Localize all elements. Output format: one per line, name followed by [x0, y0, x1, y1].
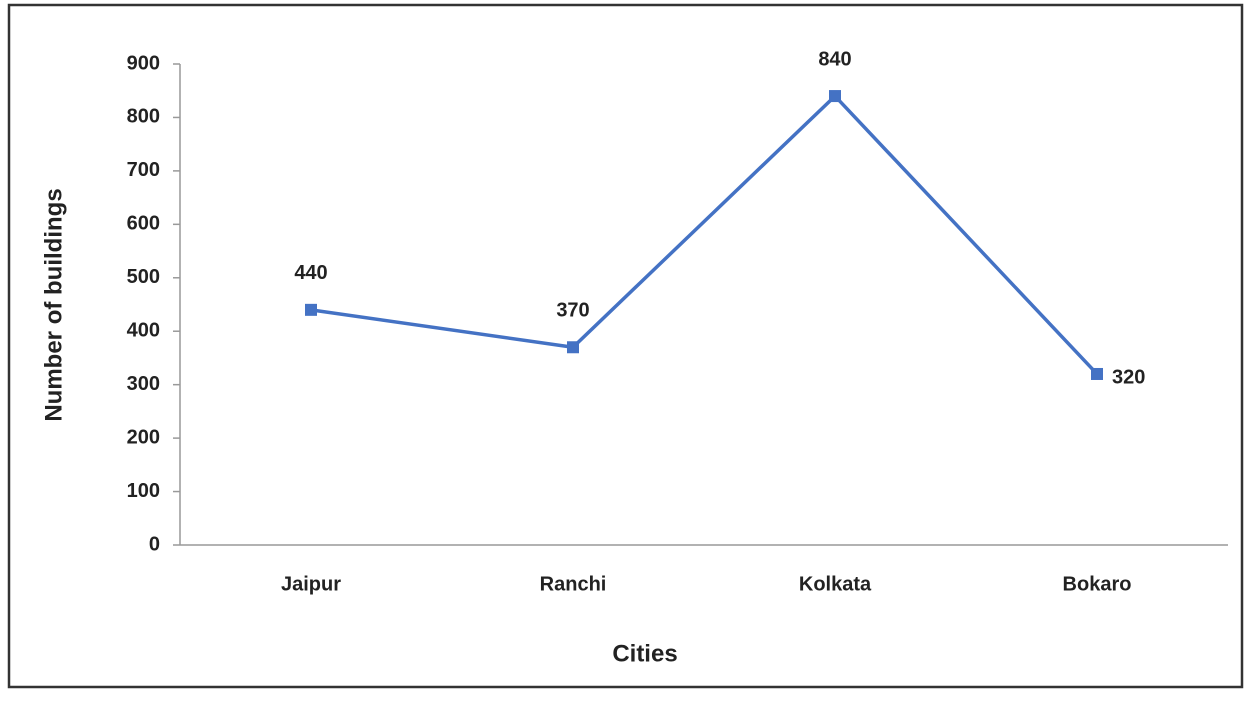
y-tick-label: 200 — [127, 426, 160, 448]
x-tick-label: Bokaro — [1063, 573, 1132, 595]
y-tick-label: 500 — [127, 266, 160, 288]
y-tick-label: 600 — [127, 213, 160, 235]
marker — [829, 90, 841, 103]
marker — [567, 341, 579, 354]
data-label: 370 — [556, 300, 589, 322]
line — [310, 93, 1099, 376]
marker — [305, 303, 317, 316]
x-tick-label: Kolkata — [799, 573, 872, 595]
y-tick-label: 700 — [127, 159, 160, 181]
y-tick-label: 900 — [127, 52, 160, 74]
chart-frame — [7, 3, 1244, 689]
y-tick-label: 0 — [149, 533, 160, 555]
data-label: 320 — [1112, 366, 1145, 388]
y-tick-label: 100 — [127, 480, 160, 502]
x-tick-label: Jaipur — [281, 573, 341, 595]
y-axis-title: Number of buildings — [40, 188, 67, 421]
data-label: 840 — [818, 48, 851, 70]
y-tick-label: 800 — [127, 106, 160, 128]
data-label: 440 — [294, 262, 327, 284]
marker — [1091, 367, 1103, 380]
x-axis-title: Cities — [612, 640, 677, 667]
y-tick-label: 400 — [127, 320, 160, 342]
x-tick-label: Ranchi — [540, 573, 607, 595]
y-tick-label: 300 — [127, 373, 160, 395]
